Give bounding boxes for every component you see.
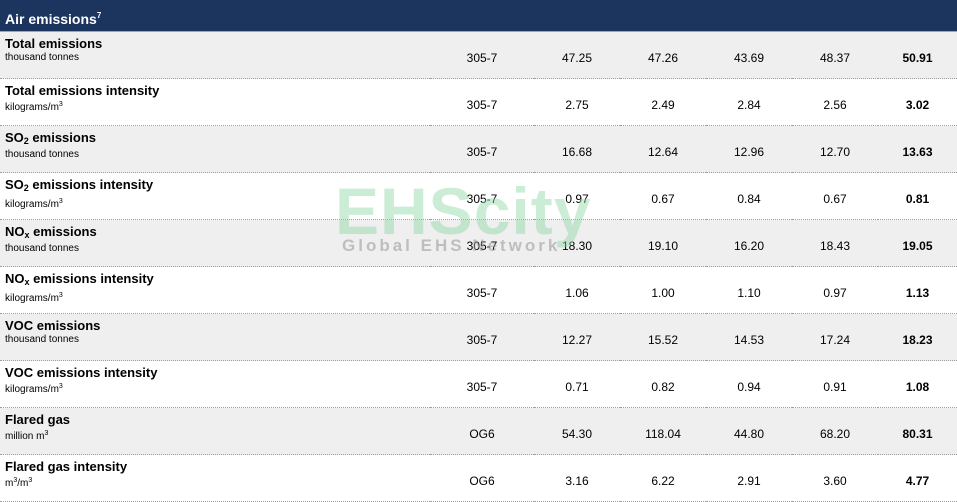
value-cell: 68.20 [792, 407, 878, 455]
footnote-marker: 7 [96, 11, 102, 20]
row-label: Flared gas intensity [5, 459, 128, 474]
gri-code: 305-7 [430, 219, 534, 267]
latest-value-cell: 18.23 [878, 313, 957, 361]
table-row: Flared gas intensity m3/m3 OG6 3.16 6.22 … [0, 454, 957, 502]
gri-code: 305-7 [430, 78, 534, 126]
value-cell: 3.60 [792, 454, 878, 502]
value-cell: 2.84 [706, 78, 792, 126]
row-unit: kilograms/m3 [5, 198, 63, 210]
value-cell: 16.68 [534, 125, 620, 173]
value-cell: 12.70 [792, 125, 878, 173]
row-unit: thousand tonnes [5, 149, 79, 160]
value-cell: 17.24 [792, 313, 878, 361]
value-cell: 44.80 [706, 407, 792, 455]
table-row: VOC emissions thousand tonnes 305-7 12.27… [0, 313, 957, 361]
latest-value-cell: 13.63 [878, 125, 957, 173]
value-cell: 2.75 [534, 78, 620, 126]
value-cell: 118.04 [620, 407, 706, 455]
value-cell: 6.22 [620, 454, 706, 502]
value-cell: 19.10 [620, 219, 706, 267]
value-cell: 54.30 [534, 407, 620, 455]
value-cell: 2.91 [706, 454, 792, 502]
value-cell: 2.49 [620, 78, 706, 126]
value-cell: 2.56 [792, 78, 878, 126]
row-label: Total emissions intensity [5, 83, 160, 98]
gri-code: 305-7 [430, 125, 534, 173]
latest-value-cell: 1.08 [878, 360, 957, 408]
row-unit: thousand tonnes [5, 243, 79, 254]
air-emissions-table: Total emissions thousand tonnes 305-7 47.… [0, 32, 957, 502]
gri-code: OG6 [430, 454, 534, 502]
table-row: NOx emissions intensity kilograms/m3 305-… [0, 266, 957, 314]
latest-value-cell: 1.13 [878, 266, 957, 314]
value-cell: 0.71 [534, 360, 620, 408]
latest-value-cell: 80.31 [878, 407, 957, 455]
value-cell: 0.97 [534, 172, 620, 220]
value-cell: 16.20 [706, 219, 792, 267]
row-unit: kilograms/m3 [5, 101, 63, 113]
value-cell: 48.37 [792, 32, 878, 79]
value-cell: 15.52 [620, 313, 706, 361]
value-cell: 47.25 [534, 32, 620, 79]
gri-code: 305-7 [430, 313, 534, 361]
row-label: VOC emissions [5, 318, 101, 333]
value-cell: 0.67 [620, 172, 706, 220]
value-cell: 14.53 [706, 313, 792, 361]
value-cell: 1.00 [620, 266, 706, 314]
row-unit: thousand tonnes [5, 334, 79, 345]
table-row: NOx emissions thousand tonnes 305-7 18.30… [0, 219, 957, 267]
table-row: SO2 emissions intensity kilograms/m3 305-… [0, 172, 957, 220]
value-cell: 18.43 [792, 219, 878, 267]
table-title: Air emissions [5, 11, 97, 27]
row-label: VOC emissions intensity [5, 365, 158, 380]
row-unit: m3/m3 [5, 477, 33, 489]
value-cell: 3.16 [534, 454, 620, 502]
table-row: Total emissions thousand tonnes 305-7 47.… [0, 32, 957, 79]
value-cell: 12.64 [620, 125, 706, 173]
row-unit: kilograms/m3 [5, 292, 63, 304]
row-label: NOx emissions [5, 224, 97, 240]
table-row: Total emissions intensity kilograms/m3 30… [0, 78, 957, 126]
gri-code: OG6 [430, 407, 534, 455]
value-cell: 43.69 [706, 32, 792, 79]
latest-value-cell: 4.77 [878, 454, 957, 502]
value-cell: 12.96 [706, 125, 792, 173]
table-row: VOC emissions intensity kilograms/m3 305-… [0, 360, 957, 408]
value-cell: 18.30 [534, 219, 620, 267]
gri-code: 305-7 [430, 360, 534, 408]
row-unit: kilograms/m3 [5, 383, 63, 395]
value-cell: 0.84 [706, 172, 792, 220]
value-cell: 0.97 [792, 266, 878, 314]
value-cell: 47.26 [620, 32, 706, 79]
row-label: SO2 emissions intensity [5, 177, 154, 193]
value-cell: 0.91 [792, 360, 878, 408]
row-unit: thousand tonnes [5, 52, 79, 63]
row-label: Flared gas [5, 412, 71, 427]
value-cell: 1.06 [534, 266, 620, 314]
gri-code: 305-7 [430, 32, 534, 79]
latest-value-cell: 0.81 [878, 172, 957, 220]
gri-code: 305-7 [430, 172, 534, 220]
value-cell: 12.27 [534, 313, 620, 361]
value-cell: 1.10 [706, 266, 792, 314]
row-unit: million m3 [5, 430, 49, 442]
row-label: Total emissions [5, 36, 103, 51]
latest-value-cell: 3.02 [878, 78, 957, 126]
gri-code: 305-7 [430, 266, 534, 314]
table-row: Flared gas million m3 OG6 54.30 118.04 44… [0, 407, 957, 455]
value-cell: 0.67 [792, 172, 878, 220]
row-label: NOx emissions intensity [5, 271, 154, 287]
value-cell: 0.82 [620, 360, 706, 408]
table-header: Air emissions7 [0, 0, 957, 32]
latest-value-cell: 50.91 [878, 32, 957, 79]
latest-value-cell: 19.05 [878, 219, 957, 267]
table-row: SO2 emissions thousand tonnes 305-7 16.68… [0, 125, 957, 173]
value-cell: 0.94 [706, 360, 792, 408]
row-label: SO2 emissions [5, 130, 97, 146]
